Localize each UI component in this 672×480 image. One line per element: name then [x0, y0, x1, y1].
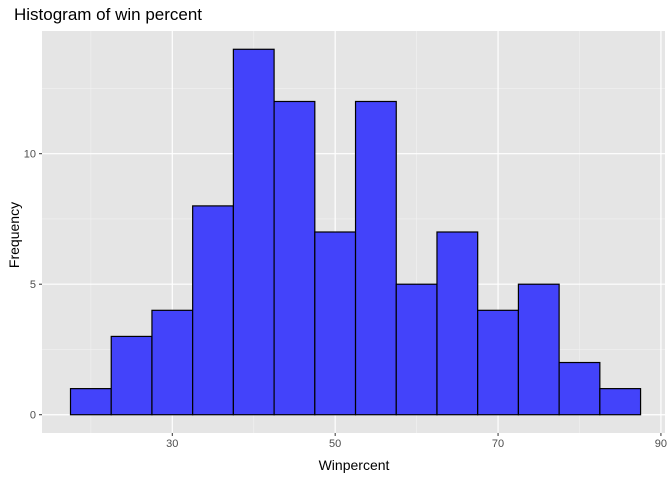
histogram-bar	[314, 231, 357, 416]
histogram-bar	[232, 48, 275, 416]
histogram-bar	[354, 100, 397, 416]
y-tick-label: 0	[30, 410, 36, 422]
x-tick-label: 70	[492, 438, 504, 450]
x-tick-label: 50	[329, 438, 341, 450]
y-tick-label: 10	[24, 149, 36, 161]
histogram-bar	[558, 361, 601, 416]
x-axis-title: Winpercent	[319, 457, 390, 473]
histogram-bar	[436, 231, 479, 416]
histogram-bar	[273, 100, 316, 416]
y-axis-title: Frequency	[6, 202, 22, 268]
chart-title: Histogram of win percent	[14, 5, 202, 24]
histogram-bar	[477, 309, 520, 416]
y-axis-ticks: 0 5 10	[24, 149, 42, 422]
histogram-bar	[69, 388, 112, 416]
y-tick-label: 5	[30, 279, 36, 291]
histogram-bars	[69, 48, 642, 416]
x-tick-label: 90	[655, 438, 667, 450]
histogram-bar	[395, 283, 438, 416]
histogram-bar	[110, 335, 153, 416]
x-tick-label: 30	[166, 438, 178, 450]
histogram-bar	[151, 309, 194, 416]
histogram-bar	[517, 283, 560, 416]
histogram-bar	[192, 205, 234, 416]
x-axis-ticks: 30 50 70 90	[166, 433, 667, 450]
histogram-bar	[599, 388, 642, 416]
